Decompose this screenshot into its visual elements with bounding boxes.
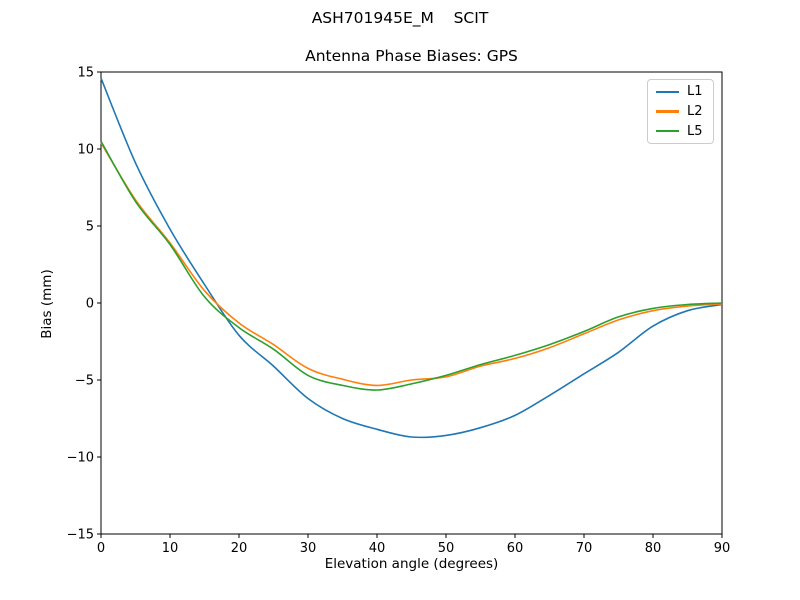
x-tick-label: 10 (162, 541, 179, 556)
y-tick-label: 5 (86, 220, 94, 235)
y-tick-label: 10 (77, 143, 94, 158)
x-tick-label: 50 (438, 541, 455, 556)
legend: L1 L2 L5 (647, 79, 714, 144)
legend-swatch-l5 (656, 129, 679, 133)
y-axis-label: Bias (mm) (39, 269, 55, 339)
y-tick-label: −15 (67, 528, 94, 543)
y-tick-label: 15 (77, 66, 94, 81)
legend-label-l1: L1 (687, 84, 703, 100)
x-tick-label: 80 (645, 541, 662, 556)
x-tick-label: 0 (97, 541, 105, 556)
legend-item-l1: L1 (656, 82, 705, 102)
x-tick-label: 70 (576, 541, 593, 556)
series-line-l2 (100, 142, 723, 387)
legend-swatch-l1 (656, 90, 679, 94)
y-tick-label: −5 (75, 374, 94, 389)
x-axis-label: Elevation angle (degrees) (324, 556, 499, 572)
x-tick-label: 20 (231, 541, 248, 556)
series-line-l1 (100, 77, 723, 439)
y-tick-label: −10 (67, 451, 94, 466)
x-tick-label: 30 (300, 541, 317, 556)
legend-item-l2: L2 (656, 102, 705, 122)
figure-suptitle: ASH701945E_M SCIT (311, 9, 489, 27)
x-tick-label: 60 (507, 541, 524, 556)
series-line-l5 (100, 140, 723, 391)
x-tick-label: 40 (369, 541, 386, 556)
y-tick-label: 0 (86, 297, 94, 312)
legend-label-l2: L2 (687, 104, 703, 119)
x-tick-label: 90 (714, 541, 731, 556)
legend-label-l5: L5 (687, 123, 703, 139)
axes-frame (100, 71, 723, 535)
legend-item-l5: L5 (656, 121, 705, 141)
axes-title: Antenna Phase Biases: GPS (305, 47, 518, 65)
legend-swatch-l2 (656, 110, 679, 113)
